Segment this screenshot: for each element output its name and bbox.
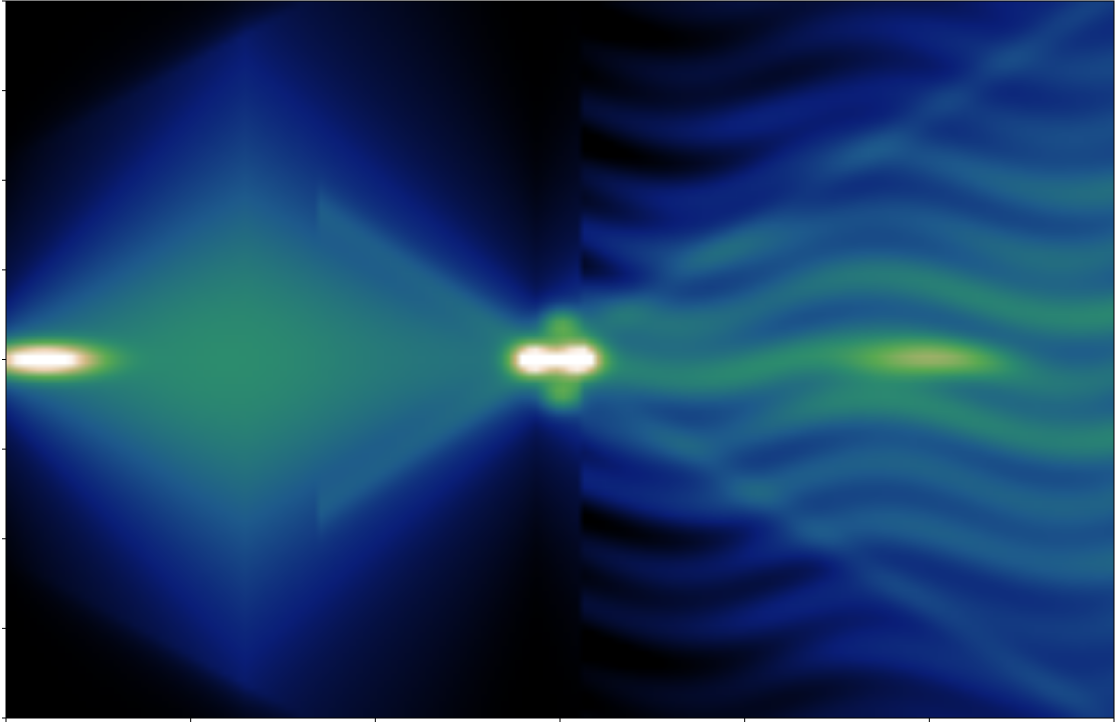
heatmap-image [6, 1, 1114, 718]
